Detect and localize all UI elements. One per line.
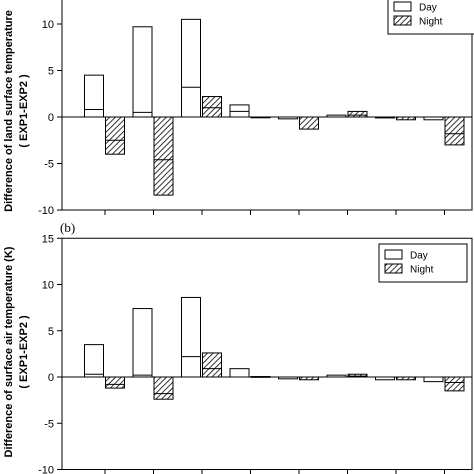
panel-a-ylabel-line2: ( EXP1-EXP2 ): [18, 74, 30, 148]
day-bar: [423, 116, 444, 121]
night-bar: [347, 110, 368, 118]
night-bar: [299, 116, 319, 130]
day-bar: [326, 114, 347, 118]
y-tick-label: 5: [48, 66, 54, 78]
night-bar: [250, 376, 271, 378]
land-surface-temperature-panel: Difference of land surface temperature (…: [3, 0, 474, 217]
day-bar: [84, 74, 104, 118]
legend: Day Night: [378, 243, 468, 283]
night-bar: [153, 116, 174, 196]
day-bar: [375, 376, 395, 381]
night-bar: [444, 376, 465, 392]
night-legend-label: Night: [419, 17, 443, 28]
night-bar: [299, 376, 319, 381]
legend: Day Night: [387, 0, 474, 35]
y-tick-label: 0: [48, 112, 54, 124]
day-bar: [423, 376, 444, 383]
plot-frame: [61, 237, 473, 470]
day-legend-label: Day: [410, 251, 428, 262]
day-bar: [181, 296, 201, 378]
night-bar: [396, 116, 416, 121]
plot-frame: [61, 0, 473, 211]
day-bar: [181, 18, 201, 118]
panel-b-ylabel-line1: Difference of surface air temperature (K…: [3, 246, 15, 457]
y-tick-label: 15: [42, 233, 54, 245]
y-tick-label: -10: [38, 205, 54, 217]
day-legend-swatch: [393, 1, 412, 12]
day-bar: [132, 308, 153, 378]
night-bar: [202, 96, 222, 118]
day-bar: [278, 376, 298, 380]
y-tick-label: -5: [44, 418, 54, 430]
y-tick-label: 10: [42, 19, 54, 31]
y-tick-label: 10: [42, 280, 54, 292]
night-bar: [444, 116, 465, 146]
night-bar: [105, 376, 125, 389]
night-bar: [105, 116, 125, 155]
day-legend-swatch: [384, 249, 403, 260]
panel-b-ylabel-line2: ( EXP1-EXP2 ): [18, 315, 30, 389]
y-tick-label: 0: [48, 372, 54, 384]
night-legend-swatch: [384, 263, 403, 274]
y-tick-label: 5: [48, 326, 54, 338]
panel-a-ylabel-line1: Difference of land surface temperature: [3, 10, 15, 212]
night-bar: [153, 376, 174, 400]
night-bar: [250, 116, 271, 119]
surface-air-temperature-panel: (b) Difference of surface air temperatur…: [3, 220, 473, 474]
night-legend-label: Night: [410, 265, 434, 276]
day-bar: [132, 26, 153, 118]
night-legend-swatch: [393, 15, 412, 26]
y-tick-label: -10: [38, 465, 54, 474]
day-bar: [375, 116, 395, 119]
day-bar: [229, 368, 250, 378]
night-bar: [202, 352, 222, 378]
panel-b-label: (b): [60, 220, 75, 235]
night-bar: [396, 376, 416, 381]
day-bar: [326, 374, 347, 378]
day-bar: [278, 116, 298, 120]
day-legend-label: Day: [419, 3, 437, 14]
y-tick-label: -5: [44, 159, 54, 171]
day-bar: [84, 344, 104, 378]
